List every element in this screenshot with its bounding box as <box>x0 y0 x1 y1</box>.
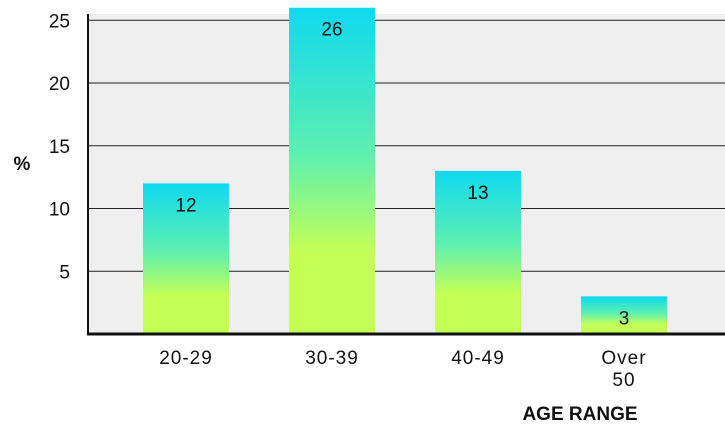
y-tick-label: 5 <box>59 262 70 283</box>
x-tick-label: Over <box>601 348 646 369</box>
bar-value-label: 13 <box>467 183 488 204</box>
x-tick-label: 40-49 <box>451 348 505 369</box>
bar-value-label: 26 <box>321 20 342 41</box>
x-tick-label: 30-39 <box>305 348 359 369</box>
y-axis-label: % <box>14 154 31 175</box>
bar <box>581 296 667 334</box>
x-tick-label: 20-29 <box>159 348 213 369</box>
y-tick-label: 10 <box>49 200 70 221</box>
x-axis-label: AGE RANGE <box>522 404 637 425</box>
y-tick-label: 15 <box>49 137 70 158</box>
bar <box>435 170 521 334</box>
bar-value-label: 12 <box>175 195 196 216</box>
bar <box>289 7 375 334</box>
y-tick-label: 25 <box>49 11 70 32</box>
bar <box>143 183 229 334</box>
y-tick-label: 20 <box>49 74 70 95</box>
bar-value-label: 3 <box>619 308 630 329</box>
x-tick-label: 50 <box>612 370 635 391</box>
